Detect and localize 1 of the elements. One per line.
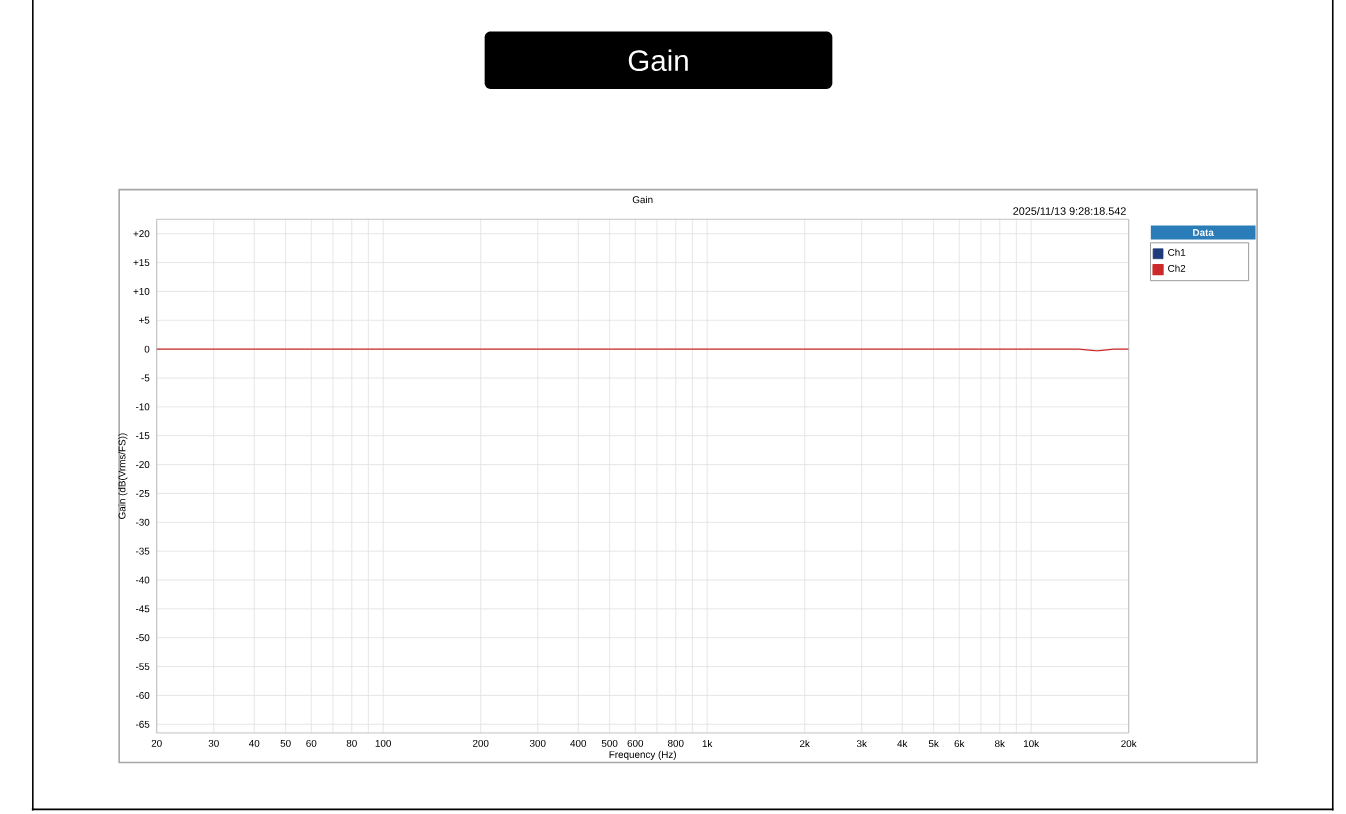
chart-title: Gain bbox=[628, 49, 688, 72]
